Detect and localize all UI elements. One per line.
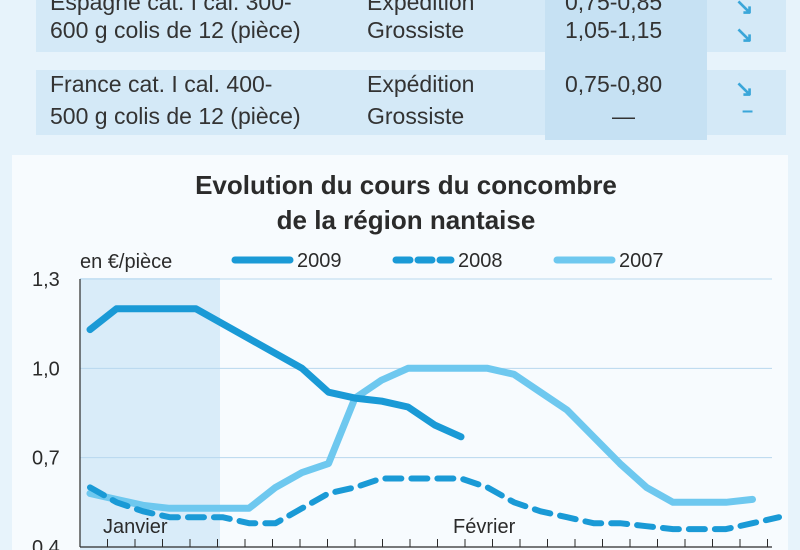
y-axis: 1,3 1,0 0,7 0,4 xyxy=(32,269,772,550)
legend-label: 2007 xyxy=(619,250,664,272)
price-value: 0,75-0,85 xyxy=(565,0,663,15)
arrow-down-right-icon: ↘ xyxy=(735,76,754,101)
series-line-2007 xyxy=(86,364,756,512)
stage-label: Expédition xyxy=(367,71,475,97)
price-table: Espagne cat. I cal. 300- 600 g colis de … xyxy=(0,0,800,140)
y-tick-label: 0,4 xyxy=(32,537,60,550)
product-label: Espagne cat. I cal. 300- xyxy=(50,0,292,15)
chart-title: de la région nantaise xyxy=(277,205,536,235)
y-tick-label: 1,3 xyxy=(32,269,60,291)
x-month-label: Janvier xyxy=(103,516,168,538)
series-line-2009 xyxy=(86,305,465,441)
product-label: 600 g colis de 12 (pièce) xyxy=(50,17,301,43)
x-month-label: Février xyxy=(453,516,516,538)
y-tick-label: 1,0 xyxy=(32,358,60,380)
y-axis-unit-label: en €/pièce xyxy=(80,251,172,273)
series-line-2008 xyxy=(87,475,782,533)
legend: 2009 2008 2007 xyxy=(231,250,664,272)
series-lines xyxy=(86,305,782,533)
price-value: — xyxy=(612,103,635,129)
price-value: 0,75-0,80 xyxy=(565,71,663,97)
y-tick-label: 0,7 xyxy=(32,448,60,470)
chart-title: Evolution du cours du concombre xyxy=(195,170,617,200)
legend-label: 2009 xyxy=(297,250,342,272)
price-value: 1,05-1,15 xyxy=(565,17,663,43)
stage-label: Grossiste xyxy=(367,17,465,43)
arrow-down-right-icon: ↘ xyxy=(735,22,754,47)
product-label: France cat. I cal. 400- xyxy=(50,71,273,97)
dash-icon: – xyxy=(742,100,754,122)
arrow-down-right-icon: ↘ xyxy=(735,0,754,19)
stage-label: Expédition xyxy=(367,0,475,15)
price-column xyxy=(545,0,707,140)
legend-label: 2008 xyxy=(458,250,503,272)
stage-label: Grossiste xyxy=(367,103,465,129)
product-label: 500 g colis de 12 (pièce) xyxy=(50,103,301,129)
